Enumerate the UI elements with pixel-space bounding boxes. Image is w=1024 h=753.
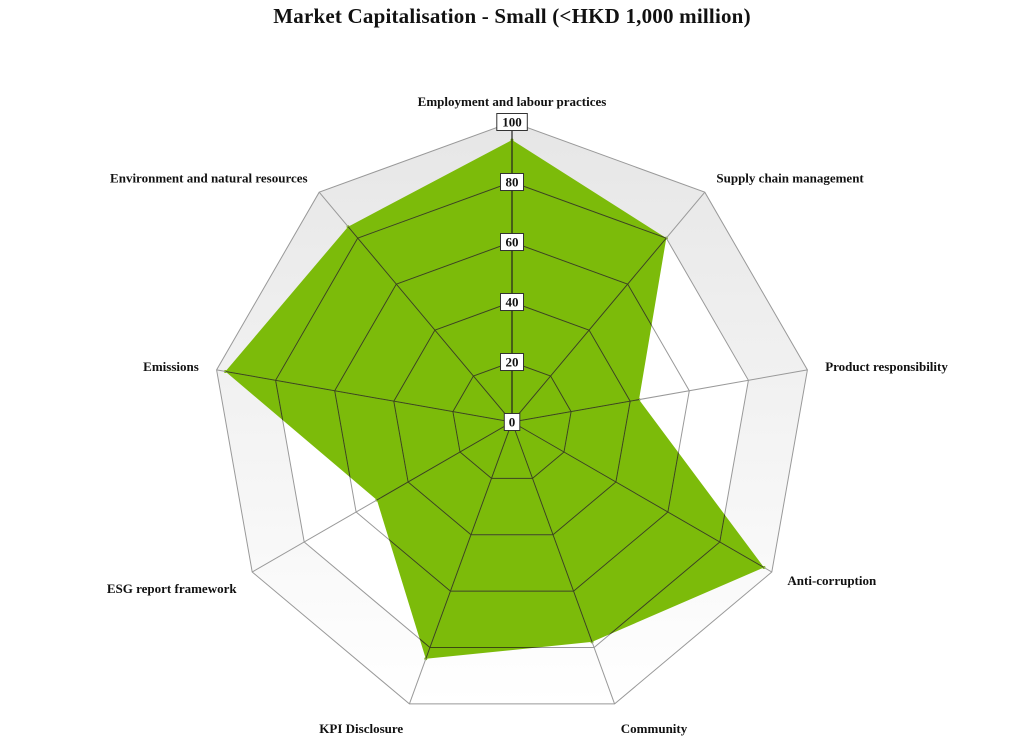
tick-label-80: 80 (506, 175, 519, 190)
axis-label-5: KPI Disclosure (319, 721, 403, 736)
tick-60: 60 (500, 233, 524, 251)
inner-spoke-5 (408, 421, 513, 659)
inner-grid-ring-20 (452, 361, 572, 479)
tick-80: 80 (500, 173, 524, 191)
tick-100: 100 (496, 113, 528, 131)
tick-label-60: 60 (506, 235, 519, 250)
chart-title: Market Capitalisation - Small (<HKD 1,00… (273, 4, 751, 28)
grid-ring-100 (216, 121, 808, 705)
radar-axis-labels: Employment and labour practices Supply ch… (107, 94, 949, 736)
series-area (225, 140, 764, 659)
tick-label-40: 40 (506, 295, 519, 310)
tick-label-0: 0 (509, 415, 516, 430)
inner-spoke-8 (318, 191, 513, 423)
axis-label-3: Anti-corruption (787, 573, 877, 588)
tick-box-20 (500, 353, 524, 371)
tick-label-100: 100 (502, 115, 522, 130)
inner-spoke-7 (225, 369, 513, 423)
radar-grid (216, 121, 808, 705)
axis-label-8: Environment and natural resources (110, 170, 308, 185)
inner-spoke-3 (511, 421, 764, 573)
tick-box-40 (500, 293, 524, 311)
axis-label-7: Emissions (143, 359, 199, 374)
tick-box-60 (500, 233, 524, 251)
axis-label-6: ESG report framework (107, 581, 238, 596)
tick-40: 40 (500, 293, 524, 311)
radar-tick-labels: 0 20 40 60 80 100 (496, 113, 528, 431)
tick-0: 0 (503, 413, 521, 431)
inner-grid-ring-40 (393, 301, 631, 536)
tick-box-100 (496, 113, 528, 131)
tick-20: 20 (500, 353, 524, 371)
tick-box-0 (503, 413, 521, 431)
axis-label-2: Product responsibility (825, 359, 948, 374)
axis-label-0: Employment and labour practices (418, 94, 607, 109)
axis-label-4: Community (621, 721, 688, 736)
axis-label-1: Supply chain management (716, 170, 864, 185)
tick-box-80 (500, 173, 524, 191)
tick-label-20: 20 (506, 355, 519, 370)
